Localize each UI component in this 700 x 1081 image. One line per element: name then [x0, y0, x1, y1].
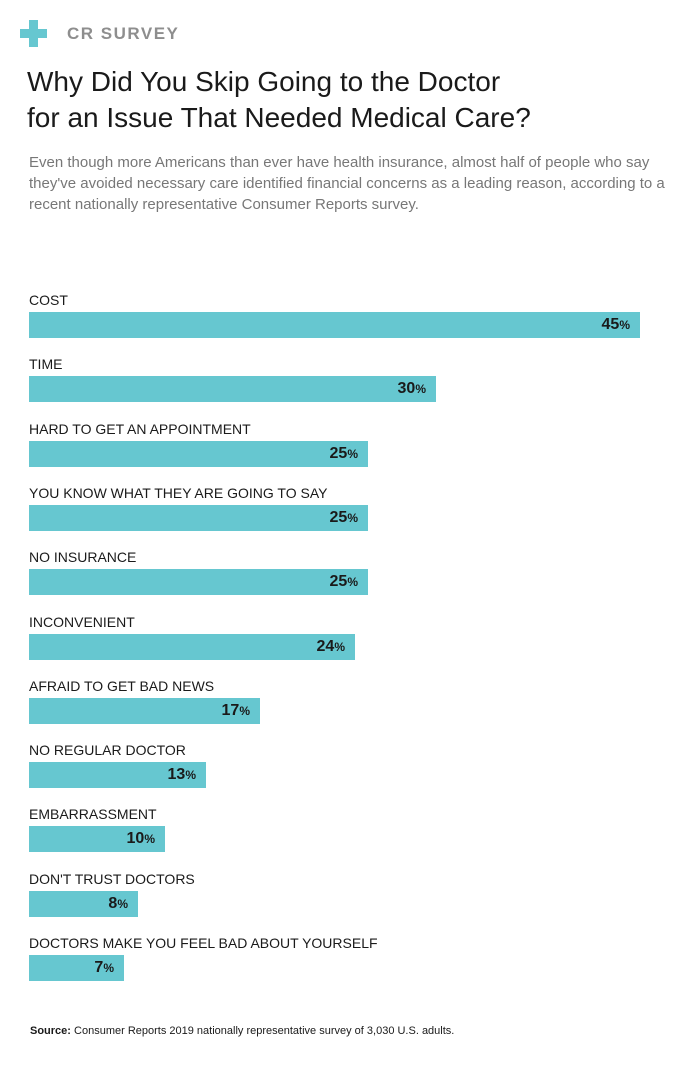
bar-value-label: 25% [29, 505, 358, 531]
title-line-2: for an Issue That Needed Medical Care? [27, 102, 531, 133]
bar-value-unit: % [117, 897, 128, 911]
bar [29, 891, 138, 917]
bar-value-label: 45% [29, 312, 630, 338]
source-label: Source: [30, 1025, 71, 1037]
bar-group: NO INSURANCE 25% [0, 537, 700, 597]
bar-category-label: YOU KNOW WHAT THEY ARE GOING TO SAY [29, 485, 328, 501]
bar-value-number: 7 [94, 959, 104, 976]
bar-group: DOCTORS MAKE YOU FEEL BAD ABOUT YOURSELF… [0, 923, 700, 983]
bar-group: HARD TO GET AN APPOINTMENT 25% [0, 409, 700, 469]
bar [29, 762, 206, 788]
bar-group: TIME 30% [0, 344, 700, 404]
bar [29, 826, 165, 852]
bar [29, 698, 260, 724]
bar-category-label: NO REGULAR DOCTOR [29, 742, 186, 758]
bar [29, 569, 368, 595]
bar [29, 505, 368, 531]
bar-category-label: DON'T TRUST DOCTORS [29, 871, 195, 887]
bar-category-label: AFRAID TO GET BAD NEWS [29, 678, 215, 694]
bar-value-unit: % [185, 768, 196, 782]
bar-value-unit: % [347, 511, 358, 525]
bar-value-number: 25 [329, 573, 348, 590]
bar-category-label: DOCTORS MAKE YOU FEEL BAD ABOUT YOURSELF [29, 935, 378, 951]
bar-value-number: 25 [329, 445, 348, 462]
bar-category-label: COST [29, 292, 68, 308]
bar-value-unit: % [144, 832, 155, 846]
bar-value-unit: % [347, 447, 358, 461]
bar-value-label: 10% [29, 826, 155, 852]
brand-header: CR SURVEY [20, 20, 179, 47]
bar-value-label: 13% [29, 762, 196, 788]
bar-group: YOU KNOW WHAT THEY ARE GOING TO SAY 25% [0, 473, 700, 533]
bar-group: EMBARRASSMENT 10% [0, 794, 700, 854]
bar-chart: COST 45% TIME 30% HARD TO GET AN APPOINTMENT… [0, 280, 700, 1000]
bar-value-label: 25% [29, 569, 358, 595]
source-note: Source: Consumer Reports 2019 nationally… [30, 1024, 670, 1038]
bar-value-unit: % [103, 961, 114, 975]
bar-value-label: 24% [29, 634, 345, 660]
bar-value-unit: % [347, 575, 358, 589]
bar-value-label: 25% [29, 441, 358, 467]
bar-value-number: 24 [316, 638, 335, 655]
bar-category-label: HARD TO GET AN APPOINTMENT [29, 421, 251, 437]
bar-group: DON'T TRUST DOCTORS 8% [0, 859, 700, 919]
bar-value-label: 7% [29, 955, 114, 981]
bar [29, 634, 355, 660]
bar-value-unit: % [239, 704, 250, 718]
bar-group: AFRAID TO GET BAD NEWS 17% [0, 666, 700, 726]
bar-value-label: 8% [29, 891, 128, 917]
brand-label: CR SURVEY [67, 23, 180, 43]
bar-value-number: 25 [329, 509, 348, 526]
bar-category-label: NO INSURANCE [29, 549, 137, 565]
bar [29, 376, 436, 402]
bar-value-number: 13 [167, 766, 186, 783]
bar-value-number: 30 [397, 380, 416, 397]
bar [29, 955, 124, 981]
title-line-1: Why Did You Skip Going to the Doctor [27, 66, 501, 97]
bar-group: INCONVENIENT 24% [0, 602, 700, 662]
bar-category-label: EMBARRASSMENT [29, 806, 157, 822]
bar-value-label: 17% [29, 698, 250, 724]
bar [29, 312, 640, 338]
bar-value-unit: % [619, 318, 630, 332]
bar-value-number: 17 [221, 702, 240, 719]
page-subtitle: Even though more Americans than ever hav… [29, 154, 665, 213]
bar-group: NO REGULAR DOCTOR 13% [0, 730, 700, 790]
bar-value-number: 10 [126, 830, 145, 847]
bar-group: COST 45% [0, 280, 700, 340]
plus-icon [20, 20, 47, 47]
bar-category-label: INCONVENIENT [29, 614, 135, 630]
bar-value-number: 45 [601, 316, 620, 333]
bar-value-unit: % [415, 382, 426, 396]
bar-value-label: 30% [29, 376, 426, 402]
bar-category-label: TIME [29, 356, 63, 372]
page-title: Why Did You Skip Going to the Doctor for… [27, 64, 667, 136]
bar-value-unit: % [334, 640, 345, 654]
source-text: Consumer Reports 2019 nationally represe… [74, 1025, 455, 1037]
bar-value-number: 8 [108, 895, 118, 912]
bar [29, 441, 368, 467]
